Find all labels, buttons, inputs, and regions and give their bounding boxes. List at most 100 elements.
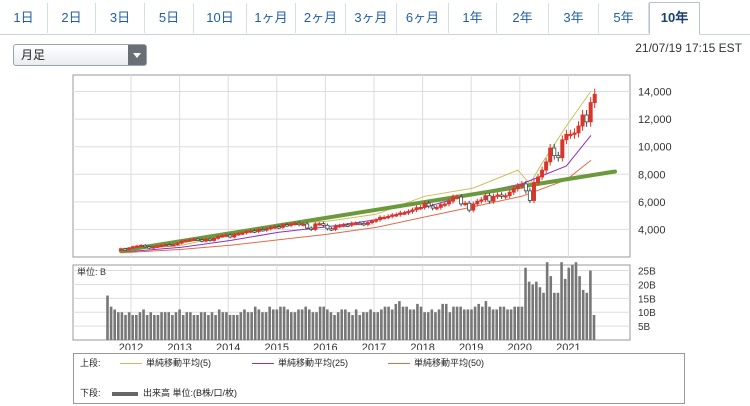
tab-13[interactable]: 5年 [599,3,649,33]
candle-body [450,196,455,202]
x-tick-label: 2020 [508,342,532,350]
volume-bar [484,301,488,340]
candle-body [507,191,512,197]
chevron-down-icon[interactable] [128,45,146,65]
candle-body [552,147,557,157]
legend-item-volume: 出来高 単位:(B株/口/枚) [112,387,237,399]
volume-bar [444,303,448,340]
candle-body [463,202,468,206]
volume-bar [210,312,214,340]
x-tick-label: 2021 [556,342,580,350]
candle-body [536,176,541,183]
candle-body [272,226,277,229]
volume-bar [340,309,344,340]
volume-unit-label: 単位: B [77,266,106,277]
tab-8[interactable]: 3ヶ月 [346,3,397,33]
volume-bar [336,312,340,340]
tab-2[interactable]: 2日 [48,3,96,33]
volume-bar [376,312,380,340]
tab-14[interactable]: 10年 [649,2,700,35]
volume-bar [538,287,542,340]
candle-body [495,194,500,197]
volume-bar [275,309,279,340]
volume-bar [531,284,535,340]
timestamp: 21/07/19 17:15 EST [635,41,742,55]
candle-body [540,169,545,178]
volume-bar [509,309,513,340]
candle-body [195,238,200,241]
volume-bar [217,309,221,340]
x-tick-label: 2018 [410,342,434,350]
volume-bar [398,301,401,340]
ma5-swatch [120,363,142,365]
volume-bar [553,292,556,340]
volume-bar [473,306,477,340]
candle-body [256,229,261,232]
tab-4[interactable]: 5日 [145,3,194,33]
volume-bar [354,309,358,340]
tab-5[interactable]: 10日 [194,3,247,33]
interval-select[interactable]: 月足 [13,44,147,66]
candle-body [349,222,354,226]
volume-bar [228,315,232,340]
x-tick-label: 2012 [119,342,143,350]
volume-bar [369,309,372,340]
candle-body [122,248,127,251]
volume-bar [333,315,336,340]
legend-ma50-label: 単純移動平均(50) [414,358,485,368]
candle-body [584,114,589,123]
candle-body [531,182,536,201]
candle-body [155,245,160,248]
legend-volume-label: 出来高 単位:(B株/口/枚) [143,388,237,398]
x-tick-label: 2013 [167,342,191,350]
volume-bar [315,312,318,340]
volume-bar [163,312,167,340]
candle-body [479,199,484,202]
volume-bar [390,309,394,340]
candle-body [406,211,411,214]
volume-bar [423,312,426,340]
candle-body [191,238,196,241]
candle-body [434,206,439,210]
volume-bar [470,309,473,340]
volume-bar [243,309,246,340]
volume-bar [113,309,117,340]
volume-bar [542,292,545,340]
candle-body [297,222,302,226]
candle-body [179,240,184,244]
volume-bar [448,312,452,340]
volume-bar [106,295,109,340]
candle-body [475,200,480,205]
volume-bar [549,276,553,340]
candle-body [418,206,423,210]
volume-bar [322,306,326,340]
volume-bar [455,306,459,340]
tab-1[interactable]: 1日 [0,3,48,33]
tab-11[interactable]: 2年 [497,3,549,33]
tab-9[interactable]: 6ヶ月 [397,3,449,33]
candle-body [305,223,310,229]
volume-bar [167,312,171,340]
volume-bar [513,306,517,340]
tab-10[interactable]: 1年 [449,3,497,33]
volume-bar [556,292,560,340]
legend-item-ma25: 単純移動平均(25) [252,357,348,369]
candle-body [139,244,144,248]
tab-7[interactable]: 2ヶ月 [296,3,346,33]
tab-3[interactable]: 3日 [96,3,145,33]
volume-bar [196,315,199,340]
candle-body [519,183,524,187]
price-tick-label: 12,000 [638,114,672,126]
price-tick-label: 6,000 [638,197,666,209]
volume-bar [117,312,120,340]
volume-bar [171,315,174,340]
candle-body [240,232,245,235]
volume-bar [282,306,286,340]
volume-bar [394,303,398,340]
candle-body [228,234,233,238]
volume-bar [491,309,495,340]
tab-12[interactable]: 3年 [549,3,599,33]
tab-6[interactable]: 1ヶ月 [247,3,296,33]
volume-bar [235,315,239,340]
candle-body [252,230,257,233]
